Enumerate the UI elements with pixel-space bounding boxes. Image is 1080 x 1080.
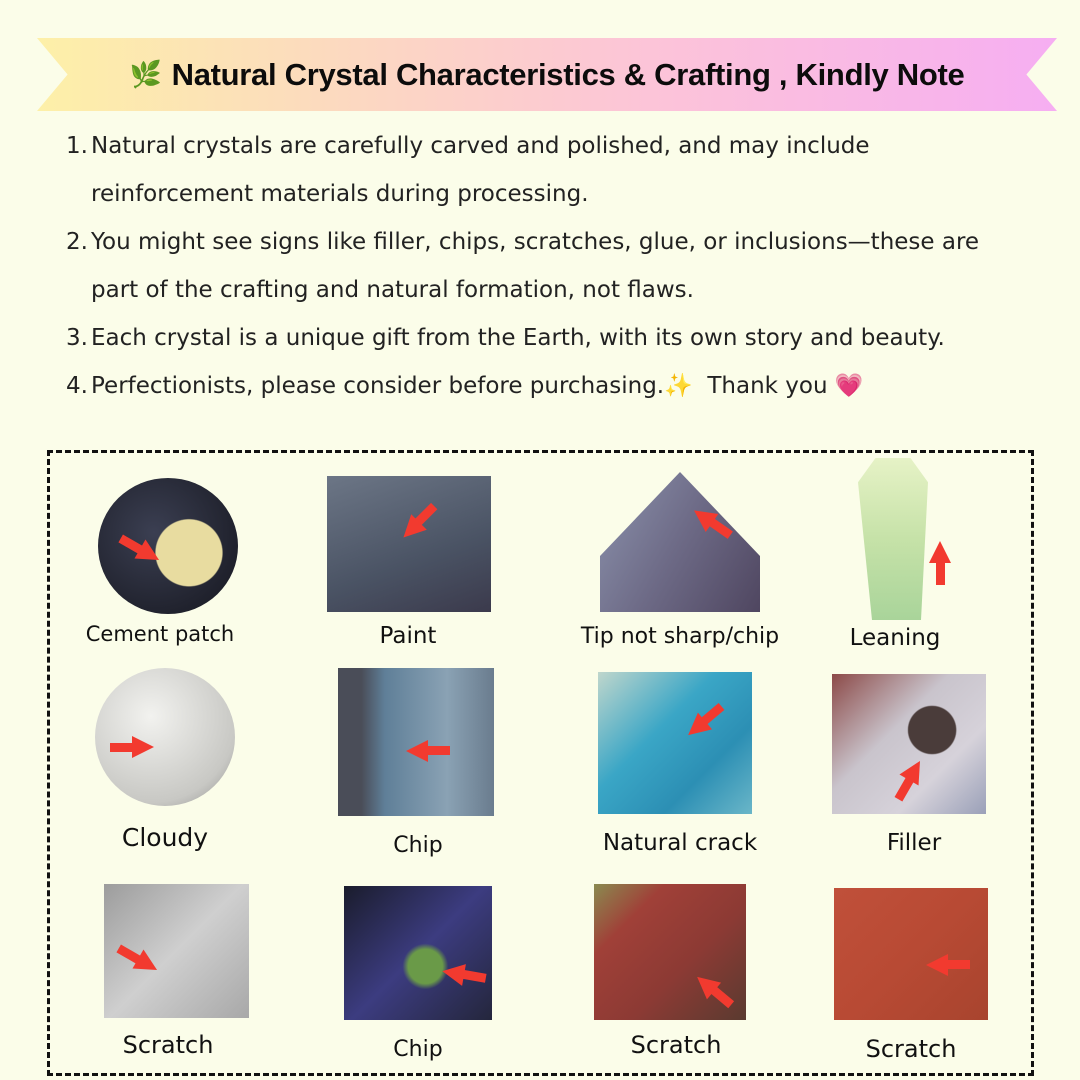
- notes-list: 1. Natural crystals are carefully carved …: [66, 122, 1026, 410]
- arrow-icon: [110, 736, 154, 758]
- paint-photo: [327, 476, 491, 612]
- note-number: 4.: [66, 373, 88, 399]
- arrow-icon: [929, 541, 951, 585]
- arrow-icon: [690, 968, 738, 1013]
- scratch-photo-jasper: [834, 888, 988, 1020]
- banner-title: 🌿 Natural Crystal Characteristics & Craf…: [37, 38, 1057, 111]
- note-number: 1.: [66, 133, 88, 159]
- note-item: 1. Natural crystals are carefully carved …: [66, 122, 1026, 218]
- example-label: Chip: [393, 1037, 443, 1062]
- arrow-icon: [926, 954, 970, 976]
- natural-crack-photo: [598, 672, 752, 814]
- sparkle-icon: ✨: [664, 373, 693, 399]
- cloudy-sphere-photo: [95, 668, 235, 806]
- example-label: Scratch: [630, 1031, 722, 1059]
- thank-you-text: Thank you: [707, 373, 828, 399]
- example-label: Paint: [379, 623, 437, 649]
- scratch-photo-red: [594, 884, 746, 1020]
- example-label: Chip: [393, 833, 443, 858]
- note-text: Each crystal is a unique gift from the E…: [91, 325, 945, 351]
- arrow-icon: [681, 698, 729, 743]
- note-text: Perfectionists, please consider before p…: [91, 373, 665, 399]
- example-label: Cloudy: [121, 823, 209, 852]
- note-number: 2.: [66, 229, 88, 255]
- heart-icon: 💗: [834, 373, 864, 399]
- note-item: 4. Perfectionists, please consider before…: [66, 362, 1026, 410]
- example-label: Leaning: [849, 625, 941, 651]
- cement-patch-photo: [98, 478, 238, 614]
- note-item: 3. Each crystal is a unique gift from the…: [66, 314, 1026, 362]
- example-label: Natural crack: [602, 830, 758, 856]
- arrow-icon: [115, 528, 164, 569]
- examples-frame: [47, 450, 1034, 1076]
- example-label: Cement patch: [85, 622, 235, 646]
- note-number: 3.: [66, 325, 88, 351]
- note-item: 2. You might see signs like filler, chips…: [66, 218, 1026, 314]
- example-label: Scratch: [865, 1035, 957, 1063]
- note-text: Natural crystals are carefully carved an…: [91, 133, 870, 207]
- leaning-tower-photo: [858, 458, 928, 620]
- banner-title-text: Natural Crystal Characteristics & Crafti…: [171, 56, 965, 92]
- filler-photo: [832, 674, 986, 814]
- arrow-icon: [113, 938, 162, 979]
- arrow-icon: [888, 755, 929, 804]
- arrow-icon: [406, 740, 450, 762]
- leaf-sprig-icon: 🌿: [129, 59, 162, 89]
- arrow-icon: [396, 499, 443, 546]
- chip-photo: [338, 668, 494, 816]
- chip-photo-dark: [344, 886, 492, 1020]
- note-text: You might see signs like filler, chips, …: [91, 229, 980, 303]
- example-label: Filler: [886, 830, 942, 856]
- example-label: Scratch: [122, 1031, 214, 1059]
- title-banner: [37, 38, 1057, 111]
- example-label: Tip not sharp/chip: [580, 624, 780, 649]
- arrow-icon: [440, 960, 487, 989]
- scratch-photo: [104, 884, 249, 1018]
